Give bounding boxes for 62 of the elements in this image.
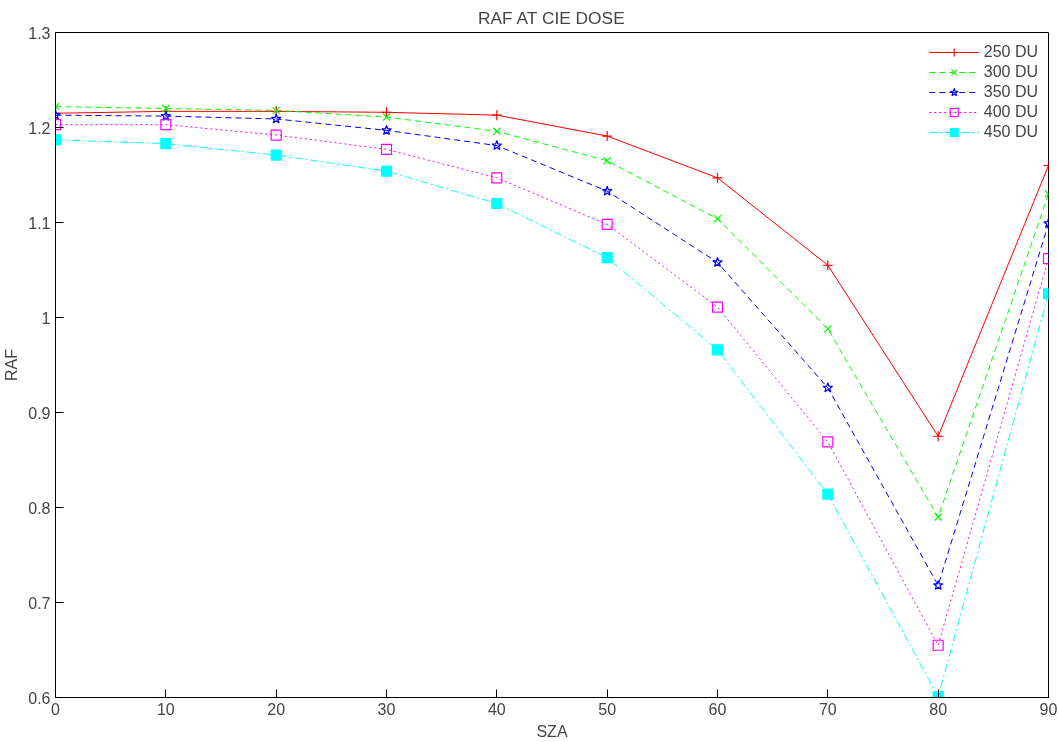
point (601, 218, 613, 230)
chart-title: RAF AT CIE DOSE (478, 7, 625, 28)
x-tick-label: 40 (487, 700, 506, 718)
point (711, 172, 724, 184)
point (822, 488, 834, 500)
point (380, 143, 393, 155)
point (711, 344, 724, 356)
point (601, 130, 613, 142)
point (492, 127, 501, 136)
point (823, 324, 832, 334)
point (601, 185, 613, 196)
x-tick-label: 20 (267, 700, 286, 718)
point (932, 579, 944, 591)
point (381, 124, 392, 135)
y-tick-label: 0.9 (28, 404, 51, 422)
point (603, 156, 612, 165)
point (711, 301, 724, 313)
point (160, 105, 172, 117)
point (932, 639, 944, 651)
y-tick-label: 0.7 (28, 594, 51, 612)
point (160, 119, 172, 131)
x-tick-label: 60 (708, 700, 727, 718)
legend-label: 350 DU (983, 83, 1038, 101)
point (270, 149, 282, 161)
point (712, 256, 723, 268)
point (380, 165, 393, 177)
x-tick-label: 80 (929, 700, 948, 718)
point (601, 252, 613, 264)
y-tick-label: 1 (41, 309, 51, 327)
point (491, 109, 503, 121)
x-tick-label: 90 (1039, 700, 1058, 718)
x-tick-label: 0 (51, 700, 61, 718)
x-tick-label: 50 (598, 700, 617, 718)
point (160, 110, 172, 121)
x-axis-title: SZA (536, 722, 568, 740)
x-tick-label: 30 (377, 700, 396, 718)
x-tick-label: 10 (156, 700, 175, 718)
point (822, 382, 834, 393)
point (934, 512, 943, 522)
y-tick-label: 1.3 (28, 24, 51, 42)
point (932, 430, 944, 442)
legend-label: 250 DU (983, 43, 1038, 61)
point (382, 112, 391, 122)
y-axis-title: RAF (3, 348, 21, 381)
point (713, 214, 722, 223)
y-tick-label: 1.2 (28, 119, 51, 137)
y-tick-label: 0.8 (28, 499, 51, 517)
y-tick-label: 1.1 (28, 214, 51, 232)
point (270, 113, 282, 124)
point (822, 259, 834, 271)
point (822, 436, 834, 448)
x-tick-label: 70 (818, 700, 837, 718)
y-tick-label: 0.6 (28, 689, 51, 707)
point (160, 138, 172, 150)
point (491, 197, 503, 210)
legend-label: 300 DU (983, 63, 1038, 81)
legend-label: 400 DU (983, 103, 1038, 121)
point (270, 129, 282, 141)
point (491, 172, 503, 184)
point (491, 139, 503, 151)
point (161, 104, 170, 113)
legend-label: 450 DU (983, 123, 1038, 141)
